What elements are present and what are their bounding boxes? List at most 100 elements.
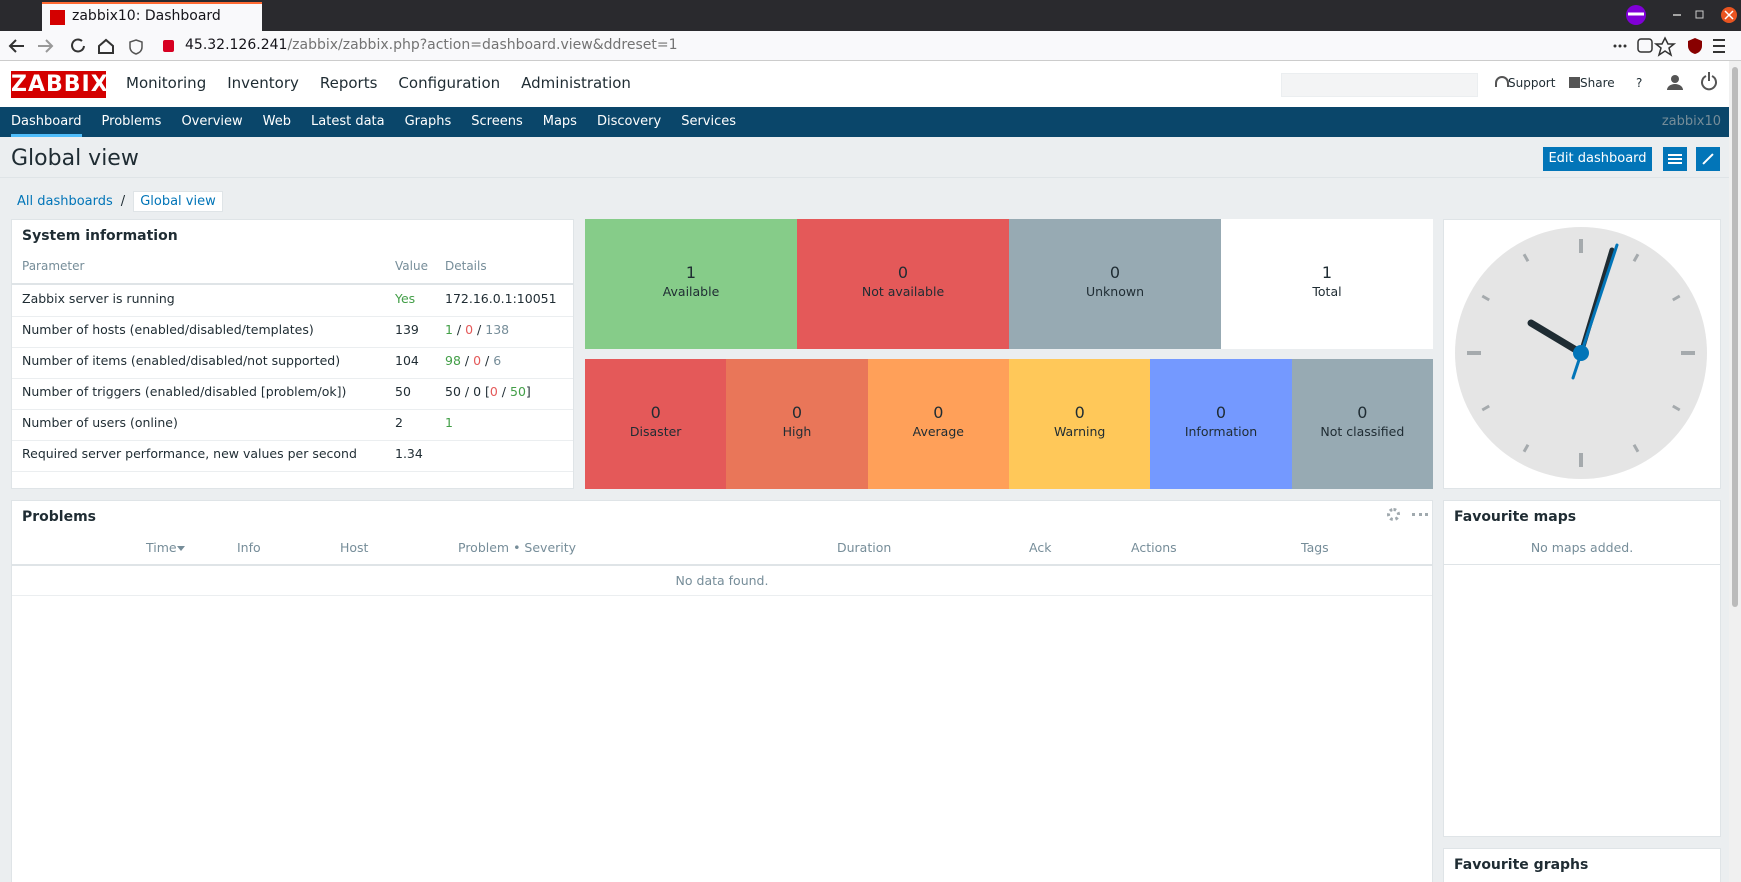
- path: [1713, 39, 1725, 53]
- detail-part: 1: [445, 322, 453, 337]
- empty-message: No maps added.: [1530, 540, 1634, 555]
- value: 1.34: [395, 446, 423, 461]
- rect: [1695, 10, 1704, 19]
- detail-part: 0: [473, 353, 482, 368]
- submenu-bar: [0, 107, 1741, 137]
- window-controls: [1626, 5, 1737, 25]
- header-link[interactable]: Support: [1508, 76, 1556, 90]
- detail-part: 0: [465, 322, 474, 337]
- url-path: /zabbix/zabbix.php?action=dashboard.view…: [287, 37, 678, 53]
- scrollbar: [1729, 61, 1741, 882]
- value: 2: [395, 415, 403, 430]
- search-box[interactable]: [1281, 73, 1478, 97]
- parameter: Number of triggers (enabled/disabled [pr…: [22, 384, 347, 399]
- column-header: Problem • Severity: [458, 540, 577, 555]
- row-line: [12, 409, 573, 410]
- icon-line: [1668, 162, 1682, 164]
- submenu-item[interactable]: Overview: [181, 114, 243, 129]
- icon-line: [1668, 154, 1682, 156]
- status-count: 0: [791, 403, 803, 422]
- status-cell: 0 Disaster: [585, 359, 727, 489]
- status-count: 0: [1357, 403, 1368, 422]
- breadcrumb[interactable]: All dashboards: [17, 194, 113, 209]
- value: 104: [395, 353, 419, 368]
- status-label: High: [782, 424, 812, 439]
- breadcrumb-current[interactable]: Global view: [133, 191, 223, 212]
- username: zabbix10: [1661, 114, 1721, 129]
- submenu-item[interactable]: Web: [262, 114, 292, 129]
- submenu-item[interactable]: Screens: [471, 114, 523, 129]
- header-link[interactable]: ?: [1636, 76, 1643, 90]
- fullscreen-button[interactable]: [1696, 147, 1720, 171]
- system-info-widget: System information Parameter Value Details Z…: [11, 219, 574, 489]
- row-line: [12, 595, 1432, 596]
- status-cell: 1 Total: [1221, 219, 1433, 349]
- detail-part: 138: [485, 322, 510, 337]
- detail-part: /: [481, 353, 494, 368]
- submenu-item[interactable]: Dashboard: [11, 107, 82, 137]
- menu-item[interactable]: Administration: [521, 74, 631, 92]
- status-count: 0: [933, 403, 944, 422]
- menu-item[interactable]: Configuration: [398, 74, 501, 92]
- submenu-item[interactable]: Services: [681, 114, 737, 129]
- details: 1 / 0 / 138: [445, 322, 509, 337]
- column-header: Value: [395, 259, 428, 273]
- status-label: Available: [662, 284, 720, 299]
- rect: [163, 40, 174, 52]
- nav-icons-right: [1613, 36, 1725, 57]
- row-line: [12, 316, 573, 317]
- rect: [1569, 77, 1580, 88]
- problems-widget: Problems Time Info Host Problem • Severity Du…: [11, 500, 1433, 882]
- path: [71, 38, 85, 53]
- status-cell: 0 Not classified: [1291, 359, 1433, 489]
- header-line: [12, 283, 573, 285]
- path: [129, 39, 143, 55]
- menu-item[interactable]: Inventory: [227, 74, 299, 92]
- status-count: 1: [1321, 263, 1333, 282]
- icon-line: [1668, 158, 1682, 160]
- column-header: Ack: [1029, 540, 1052, 555]
- column-header: Duration: [837, 540, 892, 555]
- widget-title: Favourite maps: [1454, 509, 1577, 525]
- edit-dashboard-button[interactable]: Edit dashboard: [1543, 147, 1652, 171]
- url: 45.32.126.241/zabbix/zabbix.php?action=d…: [185, 37, 678, 53]
- details: 98 / 0 / 6: [445, 353, 501, 368]
- submenu-item[interactable]: Graphs: [404, 114, 452, 129]
- submenu-item[interactable]: Discovery: [596, 114, 662, 129]
- clock-widget: [1443, 219, 1721, 489]
- status-label: Not available: [861, 284, 945, 299]
- menu-item[interactable]: Monitoring: [126, 74, 207, 92]
- menu-item[interactable]: Reports: [319, 74, 378, 92]
- path: [1667, 84, 1683, 90]
- url-host: 45.32.126.241: [185, 37, 288, 53]
- page-title: Global view: [11, 146, 139, 171]
- detail-part: 98: [445, 353, 461, 368]
- widget-title: Problems: [22, 509, 97, 525]
- more-icon[interactable]: [1412, 506, 1428, 516]
- menu-button[interactable]: [1663, 147, 1687, 171]
- icon-line: [1702, 153, 1714, 165]
- header-line: [1444, 564, 1720, 565]
- detail-part: /: [460, 353, 474, 368]
- submenu-item[interactable]: Latest data: [311, 114, 385, 129]
- detail-part: 0: [489, 384, 498, 399]
- value: 50: [395, 384, 411, 399]
- path: [1688, 38, 1702, 54]
- status-cell: 0 Information: [1150, 359, 1292, 489]
- submenu-item[interactable]: Maps: [542, 114, 577, 129]
- column-header[interactable]: Time: [146, 540, 177, 555]
- details: 1: [445, 415, 453, 430]
- submenu-item[interactable]: Problems: [101, 114, 162, 129]
- parameter: Number of users (online): [22, 415, 178, 430]
- status-count: 0: [1109, 263, 1121, 282]
- favicon: [50, 10, 65, 25]
- header-link[interactable]: Share: [1580, 76, 1615, 90]
- path: [1495, 76, 1509, 87]
- parameter: Required server performance, new values …: [22, 446, 357, 461]
- value: 139: [395, 322, 419, 337]
- status-count: 1: [685, 263, 697, 282]
- tab-title: zabbix10: Dashboard: [72, 8, 221, 24]
- settings-icon[interactable]: [1387, 508, 1400, 521]
- browser-tab[interactable]: zabbix10: Dashboard: [42, 2, 262, 31]
